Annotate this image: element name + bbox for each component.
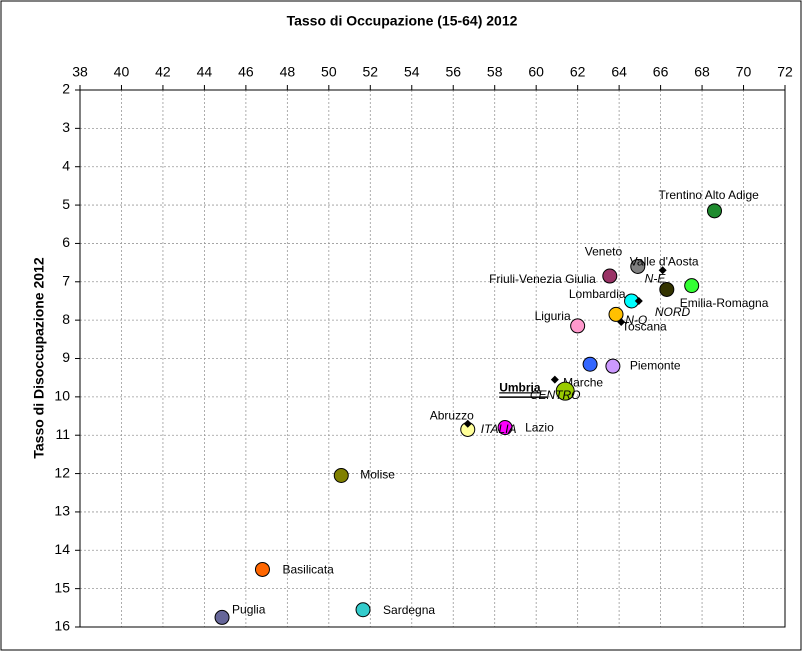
- point: [254, 561, 270, 577]
- point-label: Liguria: [535, 309, 571, 323]
- y-tick-label: 3: [62, 119, 70, 135]
- aggregate-point: [617, 318, 626, 327]
- y-tick-label: 16: [54, 618, 70, 634]
- x-tick-label: 52: [363, 64, 379, 80]
- y-tick-label: 9: [62, 349, 70, 365]
- point-label: Lombardia: [569, 287, 626, 301]
- x-tick-label: 70: [736, 64, 752, 80]
- point-label: Molise: [360, 468, 395, 482]
- chart-title: Tasso di Occupazione (15-64) 2012: [287, 13, 518, 29]
- y-tick-label: 15: [54, 579, 70, 595]
- point: [555, 381, 575, 401]
- point: [684, 278, 700, 294]
- point: [605, 358, 621, 374]
- point-label: Umbria: [499, 380, 541, 394]
- y-tick-label: 8: [62, 311, 70, 327]
- aggregate-point: [658, 266, 667, 275]
- x-tick-label: 58: [487, 64, 503, 80]
- y-tick-label: 14: [54, 541, 70, 557]
- y-tick-label: 11: [55, 426, 70, 442]
- point: [355, 602, 371, 618]
- x-tick-label: 48: [280, 64, 296, 80]
- aggregate-label: N-O: [625, 313, 647, 327]
- x-tick-label: 66: [653, 64, 669, 80]
- point-label: Veneto: [585, 245, 623, 259]
- y-tick-label: 5: [62, 196, 70, 212]
- x-tick-label: 72: [777, 64, 793, 80]
- x-tick-label: 38: [72, 64, 88, 80]
- y-tick-label: 2: [62, 81, 70, 97]
- aggregate-point: [550, 375, 559, 384]
- x-tick-label: 56: [445, 64, 461, 80]
- point-label: Puglia: [232, 603, 266, 617]
- x-tick-label: 62: [570, 64, 586, 80]
- aggregate-point: [463, 419, 472, 428]
- x-tick-label: 42: [155, 64, 171, 80]
- y-tick-label: 4: [62, 157, 70, 173]
- point-label: Lazio: [525, 421, 554, 435]
- y-tick-label: 13: [54, 503, 70, 519]
- point-label: Piemonte: [630, 358, 681, 372]
- x-tick-label: 64: [611, 64, 627, 80]
- x-tick-label: 68: [694, 64, 710, 80]
- point: [602, 268, 618, 284]
- x-tick-label: 54: [404, 64, 420, 80]
- x-tick-label: 46: [238, 64, 254, 80]
- point: [214, 609, 230, 625]
- point: [659, 281, 675, 297]
- y-axis-label: Tasso di Disoccupazione 2012: [31, 257, 47, 458]
- x-tick-label: 60: [528, 64, 544, 80]
- plot-area: [79, 89, 786, 628]
- x-tick-label: 50: [321, 64, 337, 80]
- point-label: Basilicata: [282, 563, 334, 577]
- point-label: Marche: [563, 375, 603, 389]
- point: [333, 467, 349, 483]
- point: [608, 306, 624, 322]
- x-tick-label: 44: [197, 64, 213, 80]
- aggregate-label: N-E: [645, 271, 667, 285]
- aggregate-point: [634, 296, 643, 305]
- point-label: Trentino Alto Adige: [659, 188, 760, 202]
- point-label: Abruzzo: [430, 409, 474, 423]
- y-tick-label: 10: [54, 388, 70, 404]
- point: [570, 318, 586, 334]
- point: [497, 420, 513, 436]
- aggregate-label: CENTRO: [530, 388, 581, 402]
- point-label: Sardegna: [383, 603, 435, 617]
- y-tick-label: 12: [54, 464, 70, 480]
- aggregate-label: ITALIA: [481, 422, 517, 436]
- point: [630, 258, 646, 274]
- aggregate-label: NORD: [655, 305, 691, 319]
- point-label: Toscana: [622, 320, 667, 334]
- point-label: Friuli-Venezia Giulia: [489, 272, 596, 286]
- point-label: Emilia-Romagna: [680, 296, 769, 310]
- point: [707, 203, 722, 219]
- point: [582, 356, 598, 372]
- x-tick-label: 40: [114, 64, 130, 80]
- y-tick-label: 7: [62, 272, 70, 288]
- y-tick-label: 6: [62, 234, 70, 250]
- point-label: Valle d'Aosta: [630, 255, 699, 269]
